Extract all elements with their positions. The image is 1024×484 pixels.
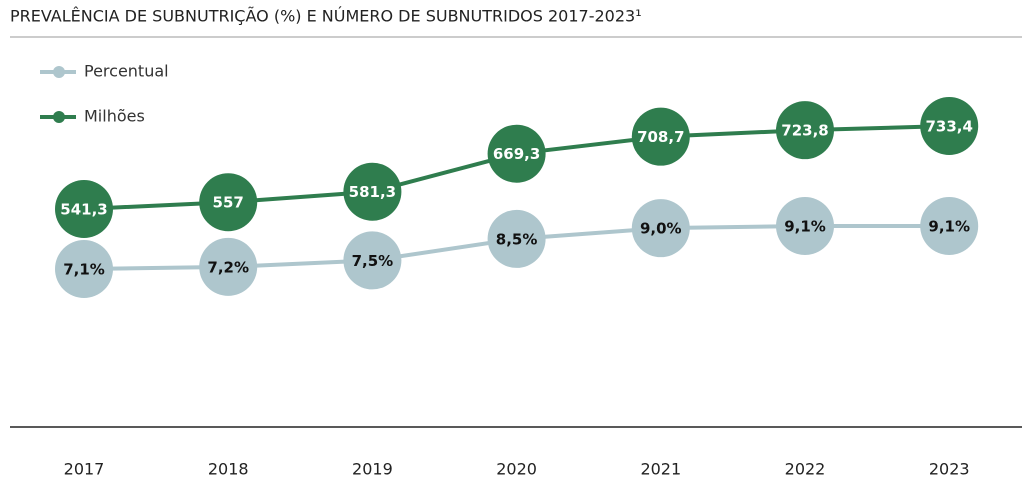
point-marker bbox=[776, 101, 834, 160]
point-marker bbox=[776, 197, 834, 255]
point-marker bbox=[199, 173, 258, 232]
x-tick-label: 2020 bbox=[496, 460, 537, 479]
point-marker bbox=[343, 162, 402, 221]
point-marker bbox=[487, 124, 546, 183]
data-label: 669,3 bbox=[493, 145, 540, 163]
data-label: 7,2% bbox=[207, 258, 249, 276]
x-tick-label: 2023 bbox=[929, 460, 970, 479]
data-label: 8,5% bbox=[496, 230, 538, 248]
data-label: 7,1% bbox=[63, 261, 105, 279]
data-label: 9,1% bbox=[784, 218, 826, 236]
data-label: 7,5% bbox=[352, 252, 394, 270]
x-tick-label: 2021 bbox=[640, 460, 681, 479]
point-marker bbox=[487, 209, 546, 268]
point-marker bbox=[920, 197, 979, 255]
legend-marker bbox=[53, 66, 65, 78]
chart-title: PREVALÊNCIA DE SUBNUTRIÇÃO (%) E NÚMERO … bbox=[10, 7, 642, 26]
legend-label: Milhões bbox=[84, 107, 145, 126]
data-label: 581,3 bbox=[349, 183, 396, 201]
point-marker bbox=[631, 199, 690, 258]
data-label: 541,3 bbox=[60, 201, 107, 219]
x-tick-label: 2017 bbox=[64, 460, 105, 479]
data-label: 733,4 bbox=[925, 118, 972, 136]
data-label: 557 bbox=[213, 194, 244, 212]
x-tick-label: 2022 bbox=[785, 460, 826, 479]
point-marker bbox=[631, 107, 690, 166]
point-marker bbox=[55, 180, 113, 238]
data-label: 9,0% bbox=[640, 220, 682, 238]
data-label: 9,1% bbox=[928, 218, 970, 236]
legend-marker bbox=[53, 111, 65, 123]
legend-label: Percentual bbox=[84, 62, 169, 81]
point-marker bbox=[920, 97, 979, 155]
x-tick-label: 2018 bbox=[208, 460, 249, 479]
x-tick-label: 2019 bbox=[352, 460, 393, 479]
point-marker bbox=[199, 237, 258, 296]
data-label: 723,8 bbox=[781, 122, 828, 140]
point-marker bbox=[343, 231, 402, 290]
point-marker bbox=[55, 240, 113, 298]
data-label: 708,7 bbox=[637, 128, 684, 146]
